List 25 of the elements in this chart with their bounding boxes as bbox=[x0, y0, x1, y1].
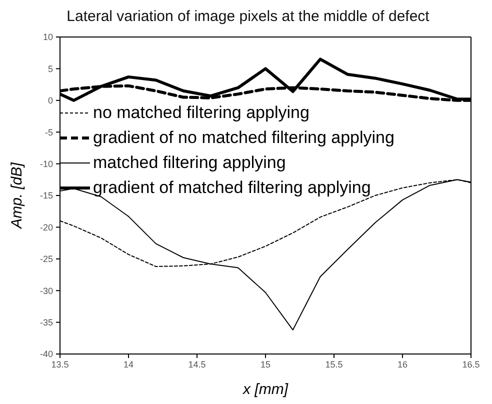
x-tick-label: 15 bbox=[260, 359, 271, 370]
y-tick-label: -5 bbox=[44, 127, 53, 138]
x-tick-label: 16.5 bbox=[462, 359, 480, 370]
y-tick-label: 10 bbox=[42, 32, 53, 42]
legend-label: no matched filtering applying bbox=[93, 102, 310, 122]
y-axis-title: Amp. [dB] bbox=[8, 162, 26, 230]
y-tick-label: -10 bbox=[40, 158, 53, 169]
chart-title: Lateral variation of image pixels at the middle of defect bbox=[66, 8, 430, 27]
x-tick-label: 14.5 bbox=[188, 359, 206, 370]
x-tick-label: 13.5 bbox=[51, 359, 69, 370]
x-tick-label: 15.5 bbox=[325, 359, 343, 370]
x-axis-title: x [mm] bbox=[242, 381, 289, 398]
y-tick-label: -40 bbox=[40, 349, 53, 360]
y-tick-label: 0 bbox=[48, 96, 53, 106]
legend-label: gradient of matched filtering applying bbox=[93, 178, 371, 198]
y-tick-label: -35 bbox=[40, 317, 53, 328]
y-tick-label: -30 bbox=[40, 286, 53, 296]
y-tick-label: -25 bbox=[40, 254, 53, 264]
y-tick-label: -15 bbox=[40, 190, 53, 201]
x-tick-label: 16 bbox=[397, 359, 408, 370]
legend-label: gradient of no matched filtering applying bbox=[93, 128, 394, 148]
x-tick-label: 14 bbox=[123, 359, 134, 370]
y-tick-label: -20 bbox=[40, 222, 53, 232]
y-tick-label: 5 bbox=[48, 64, 53, 74]
legend-label: matched filtering applying bbox=[93, 152, 286, 172]
